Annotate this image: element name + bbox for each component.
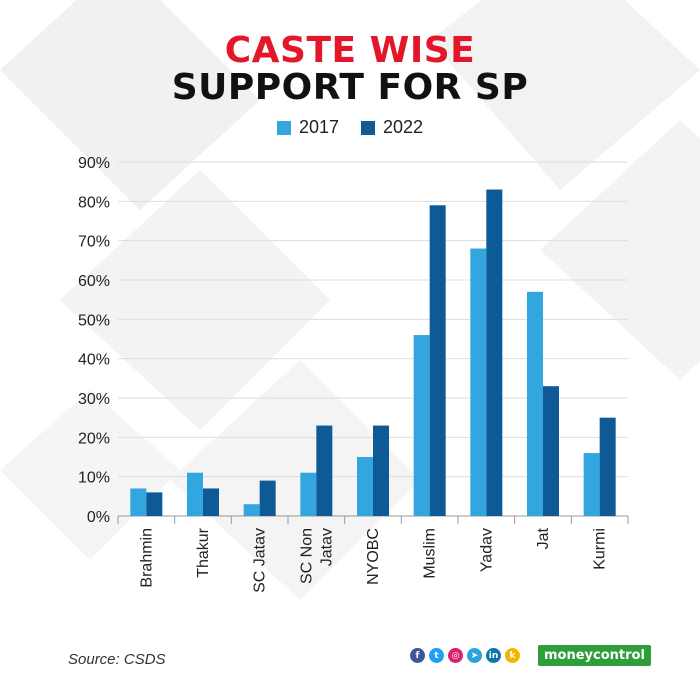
bar-2022-brahmin [146, 492, 163, 516]
legend-label-2022: 2022 [383, 117, 424, 137]
y-tick-label: 60% [78, 273, 110, 290]
x-tick-label: SC Non Jatav [298, 528, 335, 584]
y-tick-label: 50% [78, 312, 110, 329]
chart-title-line2: SUPPORT FOR SP [171, 67, 529, 108]
bar-2017-sc-non-jatav [300, 472, 317, 516]
linkedin-icon[interactable]: in [486, 648, 501, 663]
y-tick-label: 10% [78, 470, 110, 487]
brand-logo: moneycontrol [538, 645, 651, 666]
y-tick-label: 70% [78, 234, 110, 251]
bar-2022-nyobc [373, 425, 389, 516]
bar-2022-muslim [429, 205, 446, 516]
koo-icon[interactable]: k [505, 648, 520, 663]
x-tick-label: Yadav [478, 528, 495, 572]
bar-2022-kurmi [599, 417, 616, 516]
y-tick-label: 20% [78, 430, 110, 447]
bar-2017-brahmin [130, 488, 147, 516]
bar-2022-thakur [203, 488, 219, 516]
legend-item-2017: 2017 [276, 117, 339, 138]
social-icons: f t ◎ ➤ in k [410, 648, 520, 663]
x-tick-label: Muslim [422, 528, 439, 579]
bar-2022-sc-jatav [259, 480, 276, 516]
bar-chart: 0% 10% 20% 30% 40% 50% 60% 70% 80% 90% Brahmin Thak… [78, 155, 629, 593]
x-tick-label: Kurmi [592, 528, 609, 570]
x-tick-label: SC Jatav [252, 528, 269, 593]
bar-2017-kurmi [583, 453, 600, 516]
bar-2022-yadav [486, 189, 503, 517]
y-tick-label: 30% [78, 391, 110, 408]
bar-2022-sc-non-jatav [316, 425, 333, 516]
legend-label-2017: 2017 [298, 117, 339, 137]
chart-title-line1: CASTE WISE [224, 30, 476, 71]
bar-2017-yadav [470, 248, 487, 517]
y-tick-label: 40% [78, 352, 110, 369]
x-tick-label: Thakur [195, 527, 212, 577]
bar-2017-muslim [413, 335, 430, 516]
y-tick-label: 90% [78, 155, 110, 172]
x-tick-label: Jat [535, 527, 552, 549]
y-tick-label: 80% [78, 194, 110, 211]
legend-swatch-2017 [276, 120, 291, 135]
x-tick-label: NYOBC [365, 528, 382, 585]
twitter-icon[interactable]: t [429, 648, 444, 663]
bar-2022-jat [543, 386, 559, 516]
bar-2017-sc-jatav [243, 504, 260, 516]
y-tick-label: 0% [87, 509, 110, 526]
x-tick-label: Brahmin [138, 528, 155, 588]
source-note: Source: CSDS [68, 651, 166, 668]
bar-2017-nyobc [357, 457, 373, 516]
legend: 2017 2022 [0, 117, 700, 138]
instagram-icon[interactable]: ◎ [448, 648, 463, 663]
telegram-icon[interactable]: ➤ [467, 648, 482, 663]
facebook-icon[interactable]: f [410, 648, 425, 663]
legend-item-2022: 2022 [361, 117, 423, 138]
legend-swatch-2022 [361, 120, 375, 135]
bar-2017-thakur [187, 472, 203, 516]
bar-2017-jat [527, 291, 543, 516]
